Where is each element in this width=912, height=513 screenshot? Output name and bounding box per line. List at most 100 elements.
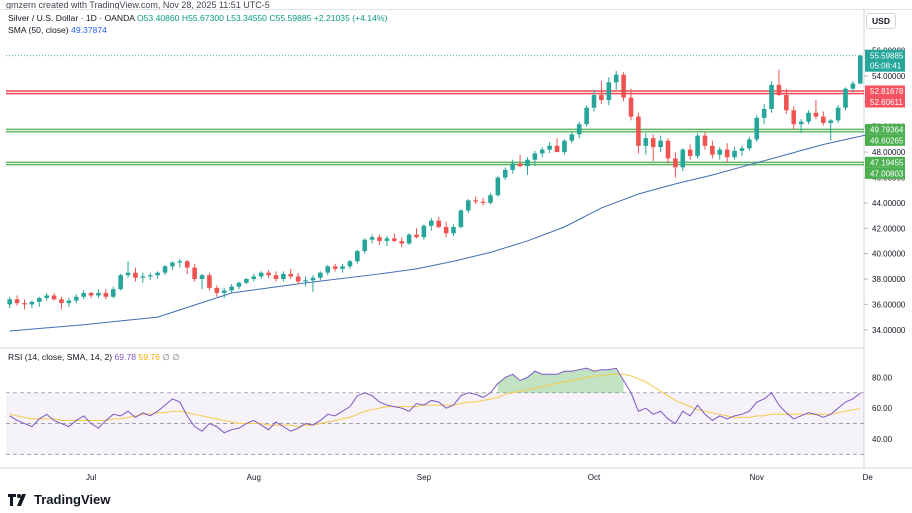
price-tick-label: 38.00000: [872, 275, 906, 284]
candle-body: [214, 287, 220, 293]
candle-body: [724, 149, 730, 158]
candle-body: [44, 295, 49, 299]
candle-body: [687, 149, 693, 156]
tradingview-brand[interactable]: TradingView: [8, 492, 110, 507]
candle-body: [761, 108, 767, 118]
candle-down: [621, 72, 626, 102]
candle-body: [236, 282, 242, 287]
legend-change: +2.21035 (+4.14%): [313, 13, 388, 23]
candle-up: [310, 275, 316, 292]
candle-body: [436, 220, 441, 227]
candle-up: [7, 296, 12, 309]
candle-up: [532, 150, 538, 167]
candle-body: [266, 272, 271, 276]
candle-up: [695, 133, 700, 159]
candle-up: [96, 289, 101, 299]
candle-up: [236, 281, 242, 290]
sma-legend[interactable]: SMA (50, close) 49.37874: [8, 25, 107, 35]
candle-down: [813, 100, 819, 120]
candle-body: [850, 83, 856, 89]
rsi-extra: ∅ ∅: [162, 352, 180, 362]
level-price-label-resistance: 52.81678: [865, 85, 905, 97]
candle-up: [495, 176, 501, 197]
rsi-sma-value: 59.76: [138, 352, 160, 362]
level-label-box: [865, 134, 905, 146]
candle-body: [673, 158, 678, 168]
candle-body: [495, 177, 501, 196]
time-axis-label: Oct: [588, 473, 601, 482]
sma-value: 49.37874: [71, 25, 107, 35]
level-price-label-support: 49.79364: [865, 123, 905, 135]
level-label-text: 49.79364: [870, 125, 904, 134]
price-axis: 56.0000054.0000052.0000050.0000048.00000…: [864, 47, 906, 444]
candle-up: [406, 233, 412, 245]
candle-down: [377, 234, 382, 245]
candle-up: [199, 273, 205, 290]
candle-body: [739, 148, 745, 151]
price-tick-label: 34.00000: [872, 326, 906, 335]
rsi-legend[interactable]: RSI (14, close, SMA, 14, 2) 69.78 59.76 …: [8, 352, 180, 363]
candle-body: [369, 237, 375, 240]
time-axis-label: De: [863, 473, 874, 482]
candle-down: [821, 111, 826, 126]
candle-down: [628, 88, 634, 121]
rsi-background: [6, 392, 864, 455]
candle-down: [776, 69, 782, 97]
candle-body: [229, 286, 234, 291]
candle-body: [303, 280, 308, 282]
currency-button[interactable]: USD: [866, 13, 896, 29]
candle-body: [399, 240, 405, 244]
candle-down: [650, 134, 656, 162]
candle-body: [421, 225, 427, 238]
candle-down: [414, 228, 419, 239]
candle-up: [732, 147, 737, 160]
candle-down: [288, 268, 294, 280]
candle-body: [318, 272, 323, 278]
level-label-text: 49.60265: [870, 136, 904, 145]
candle-body: [828, 120, 834, 123]
rsi-label: RSI (14, close, SMA, 14, 2): [8, 352, 113, 362]
candle-body: [170, 262, 175, 267]
candle-up: [369, 234, 375, 244]
time-axis: Jul Aug Sep Oct Nov De: [86, 473, 873, 482]
candle-body: [717, 149, 723, 155]
symbol-legend[interactable]: Silver / U.S. Dollar · 1D · OANDA O53.40…: [8, 13, 387, 23]
candle-body: [59, 299, 64, 304]
candle-up: [806, 110, 811, 125]
candle-down: [392, 233, 397, 243]
candle-up: [858, 54, 863, 85]
level-zone-support: [6, 129, 864, 132]
candle-up: [569, 131, 575, 144]
candle-body: [562, 140, 567, 153]
candle-up: [502, 167, 508, 181]
candle-body: [332, 266, 338, 269]
candle-down: [295, 272, 301, 285]
candle-down: [214, 285, 220, 297]
time-axis-label: Sep: [417, 473, 432, 482]
candle-body: [784, 95, 789, 111]
candle-body: [606, 82, 612, 101]
candle-down: [273, 271, 279, 282]
time-axis-label: Nov: [750, 473, 764, 482]
candle-up: [465, 199, 471, 214]
legend-high: H55.67300: [181, 13, 224, 23]
candle-body: [406, 234, 412, 244]
candle-down: [51, 292, 57, 301]
grid-lines: [0, 9, 912, 469]
candle-body: [680, 149, 686, 168]
candle-down: [599, 81, 604, 104]
candle-down: [673, 152, 678, 178]
candle-up: [591, 89, 597, 112]
candle-up: [761, 103, 767, 125]
price-levels: [6, 55, 864, 166]
price-tick-label: 36.00000: [872, 300, 906, 309]
candle-body: [140, 276, 146, 278]
candle-up: [539, 147, 545, 158]
candle-body: [14, 299, 20, 304]
legend-close: C55.59885: [269, 13, 312, 23]
candle-body: [517, 163, 523, 167]
candles: [7, 54, 863, 310]
candle-body: [347, 261, 353, 267]
